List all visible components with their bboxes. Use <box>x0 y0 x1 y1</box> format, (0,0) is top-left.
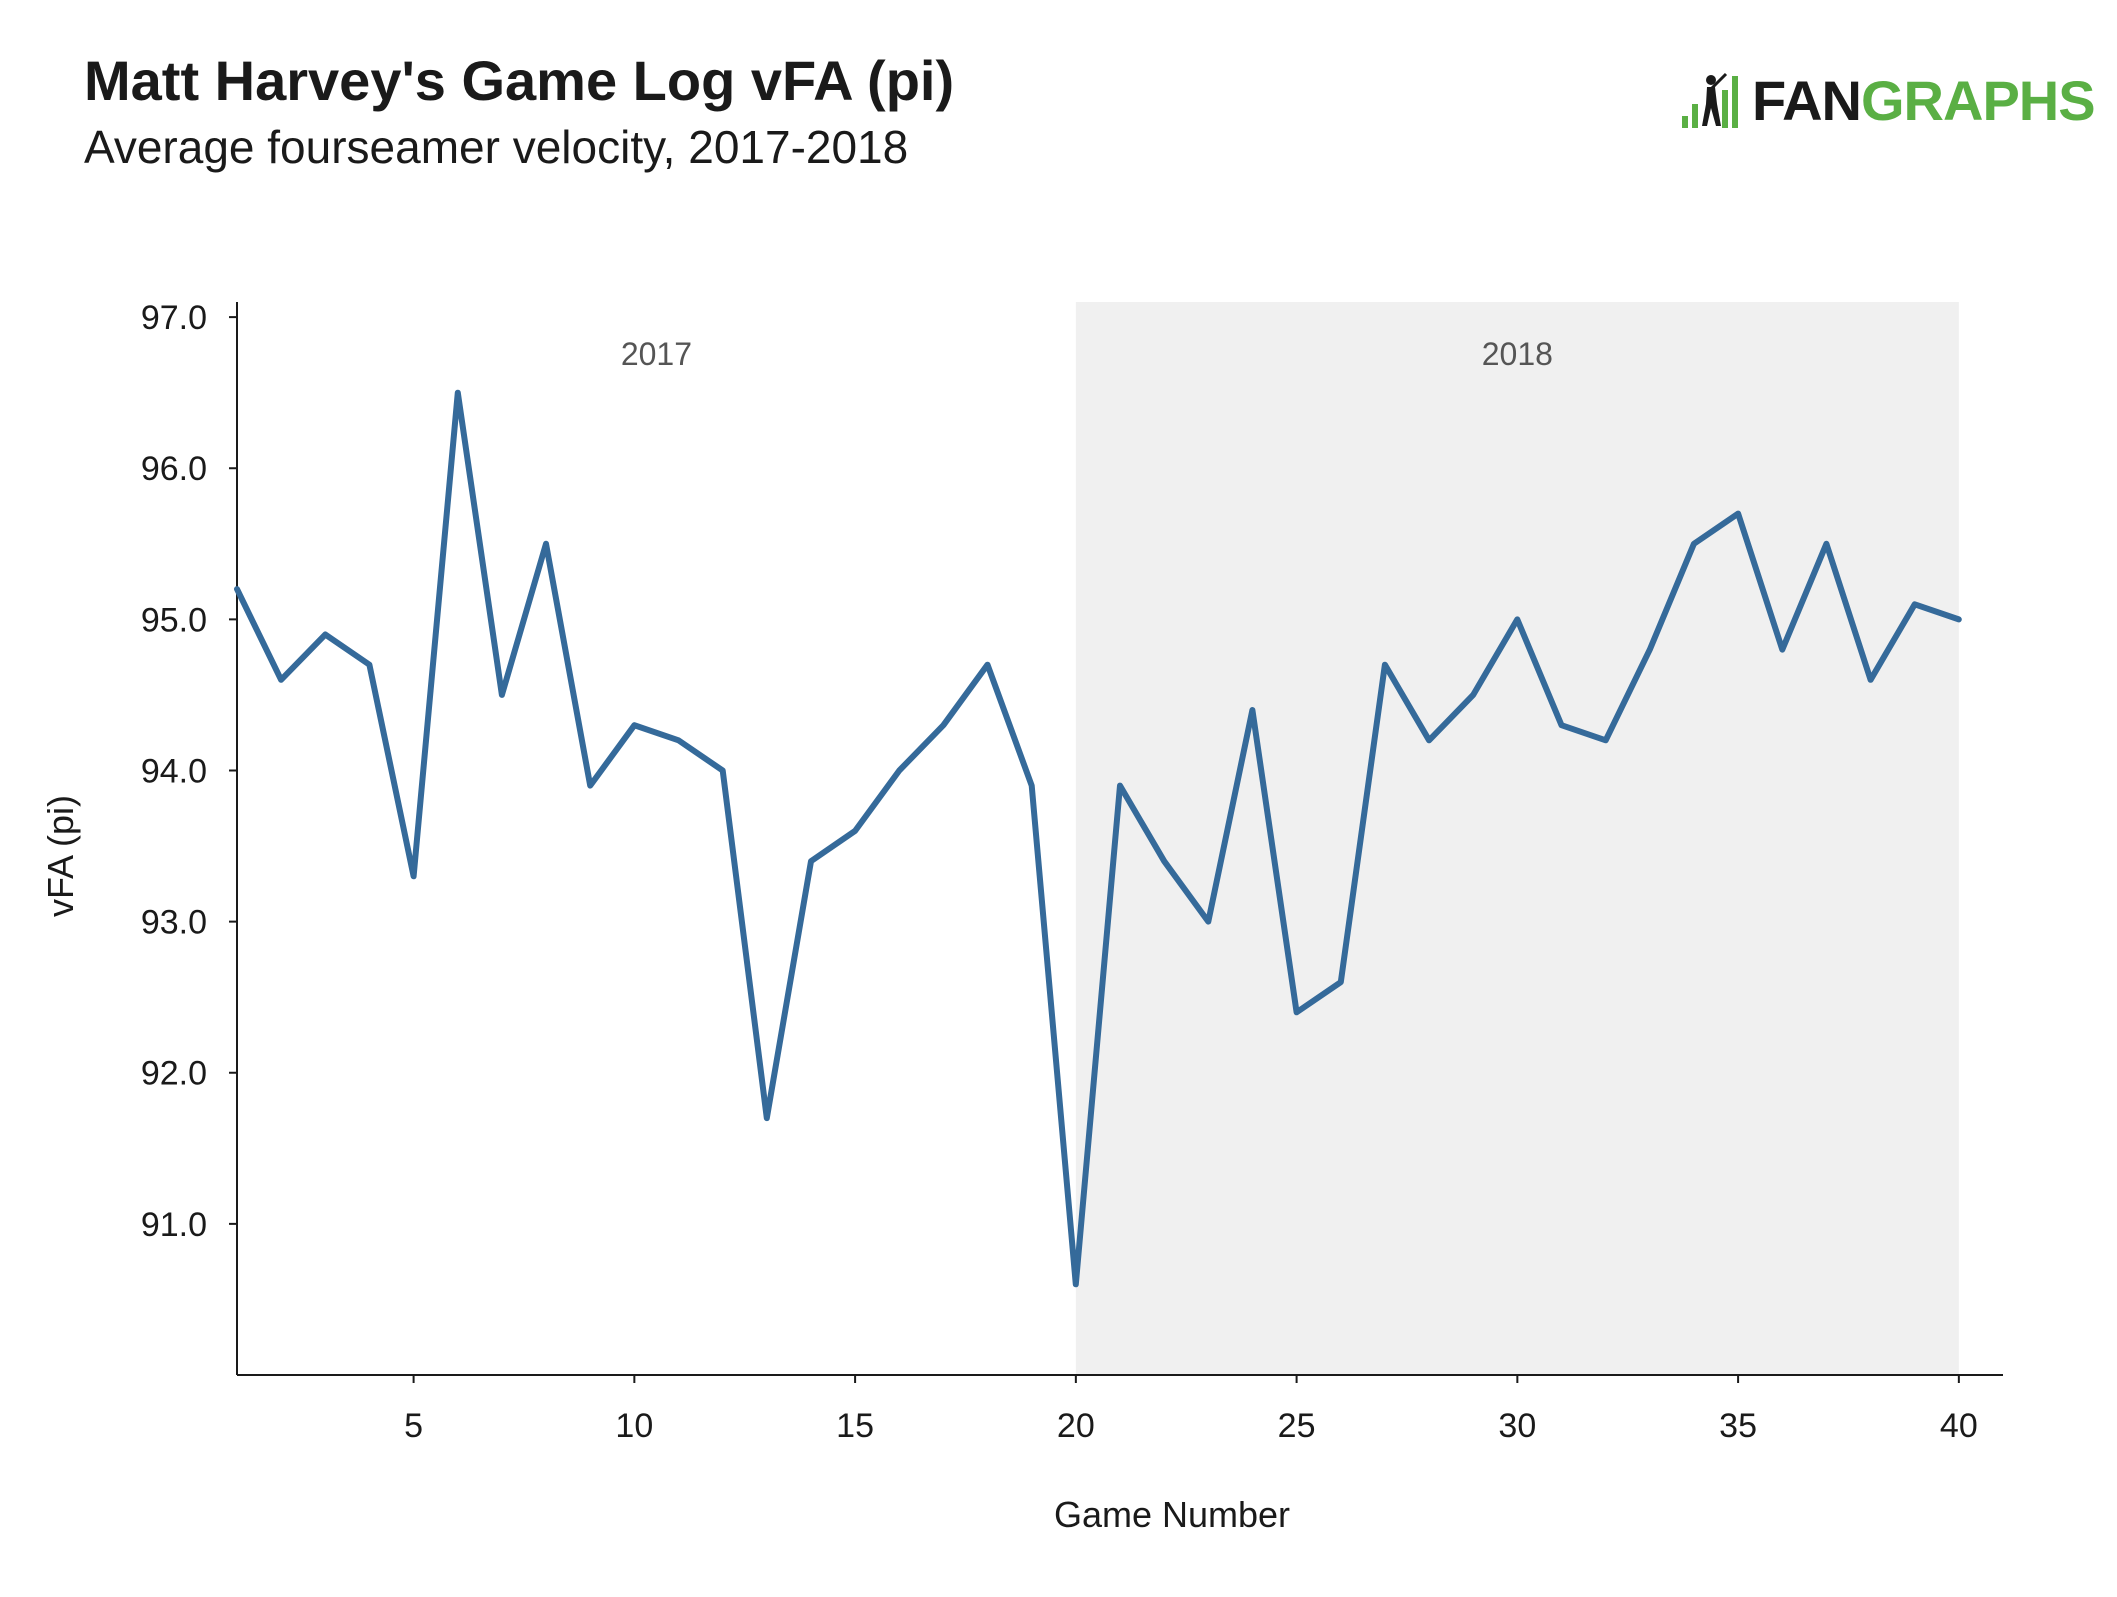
logo-text-fan: FAN <box>1752 68 1862 132</box>
x-tick-label: 10 <box>615 1407 653 1445</box>
batter-bars-icon <box>1682 72 1738 128</box>
ticks: 91.0 92.0 93.0 94.0 95.0 96.0 97.0 5 10 15 20 25 30 3… <box>141 299 1978 1445</box>
y-tick-label: 97.0 <box>141 299 207 337</box>
y-tick-label: 93.0 <box>141 904 207 942</box>
region-label-2018: 2018 <box>1482 336 1553 372</box>
chart-title: Matt Harvey's Game Log vFA (pi) <box>84 49 955 112</box>
fangraphs-logo: FAN GRAPHS <box>1680 68 2096 132</box>
axes <box>236 302 2003 1376</box>
chart-subtitle: Average fourseamer velocity, 2017-2018 <box>84 121 909 173</box>
x-tick-label: 5 <box>404 1407 423 1445</box>
region-2017 <box>237 302 1076 1375</box>
year-region-labels: 2017 2018 <box>621 336 1553 372</box>
year-regions <box>237 302 1959 1375</box>
y-tick-label: 96.0 <box>141 450 207 488</box>
x-tick-label: 25 <box>1278 1407 1316 1445</box>
y-tick-label: 95.0 <box>141 601 207 639</box>
x-axis-title: Game Number <box>1054 1494 1290 1535</box>
series-line <box>234 389 1962 1288</box>
y-tick-label: 92.0 <box>141 1055 207 1093</box>
x-tick-label: 15 <box>836 1407 874 1445</box>
x-tick-label: 35 <box>1719 1407 1757 1445</box>
x-tick-label: 20 <box>1057 1407 1095 1445</box>
region-2018 <box>1075 302 1959 1375</box>
logo-text-graphs: GRAPHS <box>1861 68 2096 132</box>
y-tick-label: 91.0 <box>141 1206 207 1244</box>
velocity-series <box>234 389 1962 1288</box>
region-label-2017: 2017 <box>621 336 692 372</box>
y-axis-title: vFA (pi) <box>40 795 81 917</box>
x-tick-label: 30 <box>1498 1407 1536 1445</box>
x-tick-label: 40 <box>1940 1407 1978 1445</box>
y-tick-label: 94.0 <box>141 752 207 790</box>
